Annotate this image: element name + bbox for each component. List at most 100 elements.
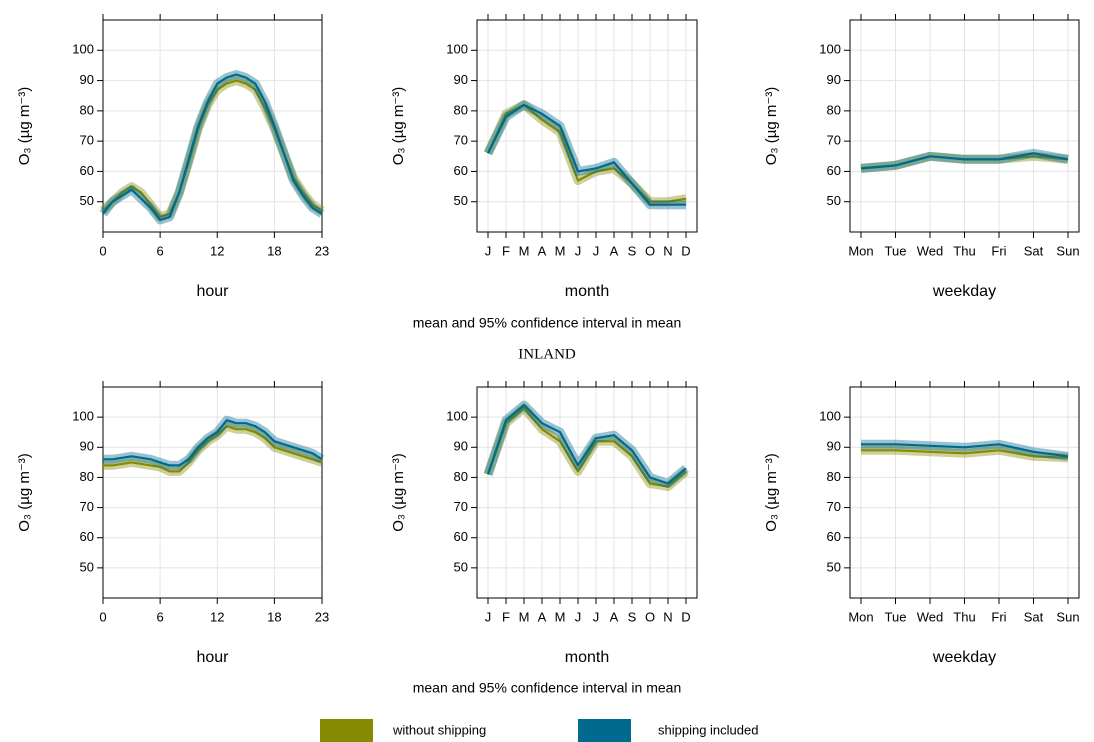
plot-frame <box>102 386 323 599</box>
y-tick-label: 50 <box>827 193 841 208</box>
x-tick-label: J <box>485 609 492 624</box>
y-tick-label: 50 <box>80 193 94 208</box>
y-tick-label: 90 <box>80 72 94 87</box>
x-tick-label: 18 <box>267 243 281 258</box>
y-axis-label: O₃ (µg m⁻³) <box>16 453 33 532</box>
x-tick-label: M <box>555 609 566 624</box>
x-tick-label: Fri <box>991 243 1006 258</box>
caption: mean and 95% confidence interval in mean <box>413 315 682 331</box>
x-axis-label: weekday <box>932 283 996 300</box>
y-tick-label: 100 <box>72 42 94 57</box>
x-tick-label: J <box>593 243 600 258</box>
x-tick-label: J <box>593 609 600 624</box>
y-tick-label: 80 <box>454 102 468 117</box>
x-tick-label: J <box>485 243 492 258</box>
x-axis-label: weekday <box>932 649 996 666</box>
plot-frame <box>849 386 1080 599</box>
legend-swatch <box>578 719 631 742</box>
x-tick-label: J <box>575 243 582 258</box>
series-line <box>861 443 1069 458</box>
y-tick-label: 70 <box>80 133 94 148</box>
y-tick-label: 70 <box>454 133 468 148</box>
x-tick-label: M <box>519 609 530 624</box>
y-tick-label: 100 <box>72 409 94 424</box>
y-tick-label: 70 <box>454 499 468 514</box>
y-tick-label: 90 <box>827 439 841 454</box>
y-tick-label: 100 <box>819 42 841 57</box>
x-axis-label: month <box>565 649 609 666</box>
x-tick-label: D <box>681 609 690 624</box>
x-tick-label: D <box>681 243 690 258</box>
x-tick-label: Wed <box>917 243 944 258</box>
x-tick-label: 18 <box>267 609 281 624</box>
y-axis-label: O₃ (µg m⁻³) <box>16 87 33 166</box>
x-tick-label: M <box>555 243 566 258</box>
y-tick-label: 80 <box>827 102 841 117</box>
y-tick-label: 80 <box>454 469 468 484</box>
series-line <box>486 103 687 203</box>
x-tick-label: 0 <box>99 609 106 624</box>
series-line <box>487 103 686 206</box>
legend-label: without shipping <box>392 722 486 737</box>
x-axis-label: hour <box>196 283 229 300</box>
x-tick-label: A <box>538 609 547 624</box>
y-axis-label: O₃ (µg m⁻³) <box>390 453 407 532</box>
legend-label: shipping included <box>658 722 758 737</box>
y-tick-label: 50 <box>80 559 94 574</box>
y-tick-label: 80 <box>80 102 94 117</box>
x-tick-label: O <box>645 243 655 258</box>
x-tick-label: Thu <box>953 243 975 258</box>
x-tick-label: Mon <box>848 243 873 258</box>
series-line <box>486 407 687 488</box>
x-axis-label: hour <box>196 649 229 666</box>
caption: mean and 95% confidence interval in mean <box>413 680 682 696</box>
x-tick-label: Sun <box>1056 243 1079 258</box>
series-line <box>486 404 687 485</box>
confidence-band <box>483 100 686 210</box>
series-line <box>103 419 323 467</box>
x-tick-label: 6 <box>157 609 164 624</box>
confidence-band <box>99 70 325 225</box>
x-tick-label: S <box>628 609 637 624</box>
x-tick-label: S <box>628 243 637 258</box>
x-tick-label: Sat <box>1024 609 1044 624</box>
series-line <box>102 73 323 221</box>
x-tick-label: Fri <box>991 609 1006 624</box>
y-tick-label: 60 <box>454 529 468 544</box>
y-tick-label: 80 <box>827 469 841 484</box>
x-tick-label: M <box>519 243 530 258</box>
y-axis-label: O₃ (µg m⁻³) <box>763 453 780 532</box>
x-tick-label: Mon <box>848 609 873 624</box>
x-tick-label: Tue <box>885 243 907 258</box>
x-tick-label: Sun <box>1056 609 1079 624</box>
x-tick-label: F <box>502 243 510 258</box>
y-tick-label: 50 <box>454 559 468 574</box>
y-tick-label: 60 <box>454 163 468 178</box>
y-tick-label: 100 <box>819 409 841 424</box>
series-line <box>860 152 1069 170</box>
x-tick-label: Thu <box>953 609 975 624</box>
y-axis-label: O₃ (µg m⁻³) <box>390 87 407 166</box>
plot-frame <box>476 19 698 233</box>
y-tick-label: 90 <box>80 439 94 454</box>
x-tick-label: 0 <box>99 243 106 258</box>
y-tick-label: 90 <box>454 439 468 454</box>
y-tick-label: 80 <box>80 469 94 484</box>
y-tick-label: 100 <box>446 409 468 424</box>
y-tick-label: 70 <box>80 499 94 514</box>
x-tick-label: N <box>663 609 672 624</box>
series-line <box>103 425 323 473</box>
y-tick-label: 60 <box>827 163 841 178</box>
x-tick-label: A <box>538 243 547 258</box>
y-tick-label: 70 <box>827 133 841 148</box>
y-tick-label: 100 <box>446 42 468 57</box>
plot-frame <box>102 19 323 233</box>
y-tick-label: 70 <box>827 499 841 514</box>
x-tick-label: Wed <box>917 609 944 624</box>
x-tick-label: A <box>610 609 619 624</box>
y-tick-label: 60 <box>80 163 94 178</box>
x-tick-label: Sat <box>1024 243 1044 258</box>
x-axis-label: month <box>565 283 609 300</box>
x-tick-label: O <box>645 609 655 624</box>
